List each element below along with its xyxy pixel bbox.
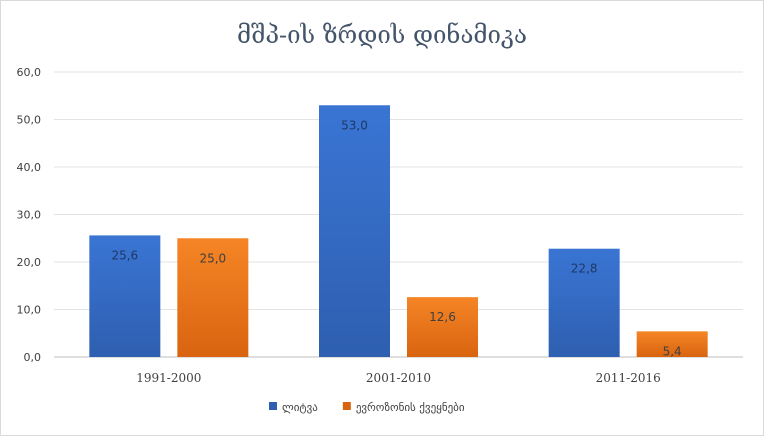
- data-label: 25,6: [111, 248, 138, 262]
- bar: [319, 105, 390, 357]
- legend: ლიტვა ევროზონის ქვეყნები: [269, 401, 465, 414]
- x-tick-label: 2011-2016: [596, 371, 661, 385]
- y-tick-label: 60,0: [17, 66, 42, 79]
- data-label: 25,0: [199, 251, 226, 265]
- bar: [548, 248, 620, 357]
- legend-swatch: [342, 402, 351, 410]
- legend-label: ლიტვა: [282, 401, 318, 414]
- y-tick-label: 20,0: [17, 256, 42, 269]
- legend-swatch: [269, 402, 277, 410]
- bars: 25,6 25,0 53,0 12,6 22,8 5,4: [89, 105, 708, 358]
- x-tick-label: 1991-2000: [136, 371, 201, 385]
- y-tick-label: 40,0: [17, 161, 42, 174]
- y-tick-label: 10,0: [17, 304, 42, 317]
- bar: [177, 238, 249, 357]
- y-tick-label: 30,0: [17, 209, 42, 222]
- y-tick-label: 0,0: [24, 351, 42, 364]
- x-axis-ticks: 1991-2000 2001-2010 2011-2016: [136, 371, 660, 385]
- gridlines: [54, 71, 743, 358]
- legend-label: ევროზონის ქვეყნები: [356, 401, 465, 414]
- y-tick-label: 50,0: [17, 114, 42, 127]
- bar: [407, 297, 478, 357]
- x-tick-label: 2001-2010: [366, 371, 431, 385]
- bar: [636, 331, 708, 357]
- data-label: 53,0: [341, 118, 368, 132]
- y-axis-ticks: 0,0 10,0 20,0 30,0 40,0 50,0 60,0: [17, 66, 42, 364]
- data-label: 5,4: [663, 344, 682, 358]
- chart-title: მშპ-ის ზრდის დინამიკა: [237, 21, 527, 49]
- data-label: 12,6: [429, 310, 456, 324]
- data-label: 22,8: [571, 262, 598, 276]
- bar: [89, 235, 161, 357]
